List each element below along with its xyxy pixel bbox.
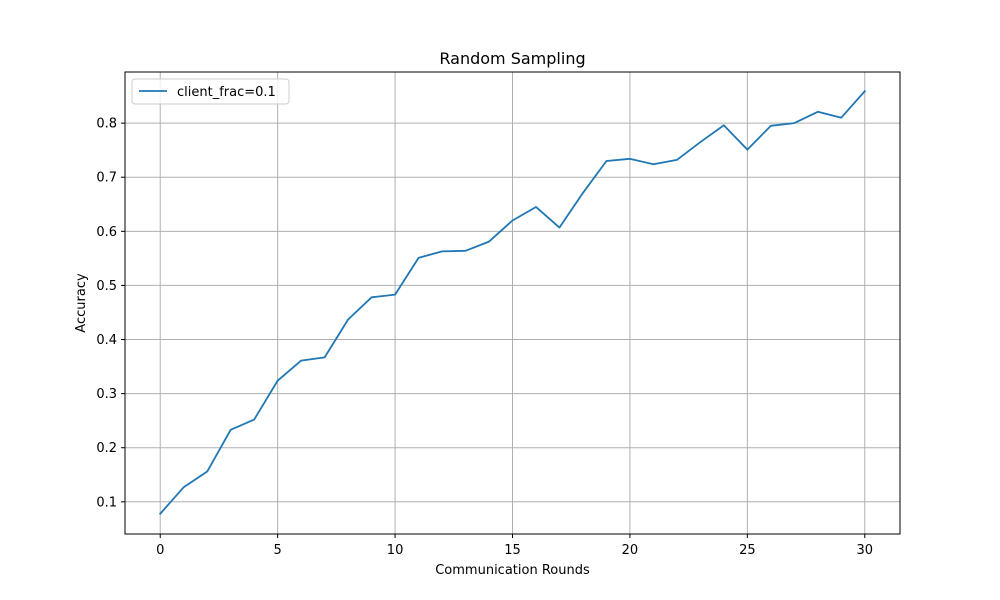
series-layer — [158, 89, 867, 515]
y-tick-label: 0.3 — [96, 387, 117, 402]
legend-label: client_frac=0.1 — [177, 85, 276, 100]
y-tick-label: 0.8 — [96, 117, 117, 132]
x-tick-label: 10 — [387, 543, 404, 558]
legend: client_frac=0.1 — [131, 78, 290, 105]
x-tick-label: 5 — [274, 543, 282, 558]
chart-title: Random Sampling — [439, 49, 585, 68]
ticks: 0 5 10 15 20 25 30 0.1 0.2 0.3 0.4 0.5 0.6 0.7 0.8 — [96, 117, 873, 558]
x-tick-label: 30 — [856, 543, 873, 558]
y-tick-label: 0.5 — [96, 279, 117, 294]
y-tick-label: 0.7 — [96, 171, 117, 186]
x-axis-label: Communication Rounds — [435, 563, 590, 578]
y-tick-label: 0.6 — [96, 225, 117, 240]
x-tick-label: 25 — [739, 543, 756, 558]
y-tick-label: 0.1 — [96, 495, 117, 510]
series-line — [158, 89, 867, 515]
legend-box — [131, 78, 290, 105]
y-axis-label: Accuracy — [74, 273, 89, 333]
y-tick-label: 0.4 — [96, 333, 117, 348]
y-tick-label: 0.2 — [96, 441, 117, 456]
x-tick-label: 20 — [622, 543, 639, 558]
x-tick-label: 15 — [504, 543, 521, 558]
grid — [125, 72, 900, 534]
x-tick-label: 0 — [156, 543, 164, 558]
